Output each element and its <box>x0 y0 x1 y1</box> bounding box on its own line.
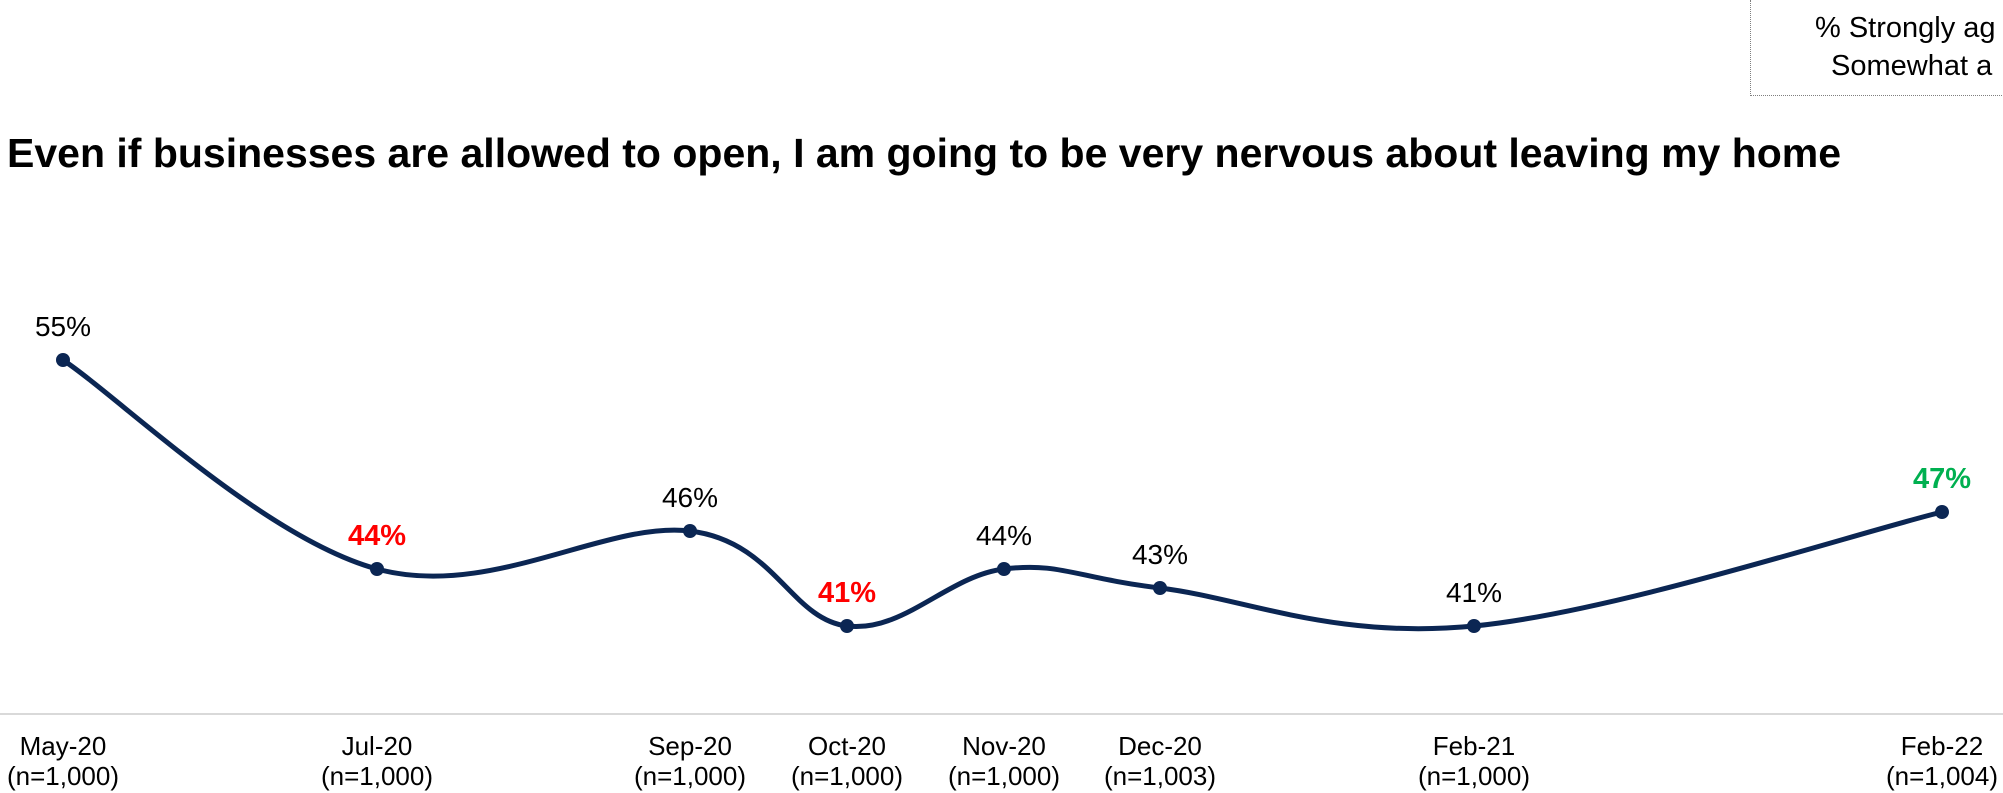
data-point <box>840 619 854 633</box>
data-point <box>1935 505 1949 519</box>
data-point <box>370 562 384 576</box>
data-point <box>997 562 1011 576</box>
sample-size-label: (n=1,003) <box>1104 761 1216 791</box>
legend-line-2: Somewhat a <box>1831 50 1993 82</box>
sample-size-label: (n=1,000) <box>7 761 119 791</box>
x-tick-label: Jul-20 <box>342 731 413 761</box>
x-tick-label: Oct-20 <box>808 731 886 761</box>
data-point <box>1153 581 1167 595</box>
data-label: 47% <box>1913 463 1971 495</box>
data-label: 44% <box>976 520 1032 551</box>
sample-size-label: (n=1,000) <box>948 761 1060 791</box>
data-label: 41% <box>1446 577 1502 608</box>
data-label: 55% <box>35 311 91 342</box>
x-tick-label: May-20 <box>20 731 107 761</box>
sample-size-label: (n=1,000) <box>634 761 746 791</box>
data-label: 41% <box>818 577 876 609</box>
sample-size-label: (n=1,000) <box>1418 761 1530 791</box>
legend-line-1: % Strongly ag <box>1815 12 1996 44</box>
data-point <box>1467 619 1481 633</box>
x-tick-label: Feb-21 <box>1433 731 1515 761</box>
legend-box: % Strongly ag Somewhat a <box>1750 0 2003 96</box>
chart-title: Even if businesses are allowed to open, … <box>7 130 1842 176</box>
x-tick-label: Sep-20 <box>648 731 732 761</box>
sample-size-label: (n=1,000) <box>791 761 903 791</box>
sample-size-label: (n=1,004) <box>1886 761 1998 791</box>
data-label: 46% <box>662 482 718 513</box>
x-tick-label: Feb-22 <box>1901 731 1983 761</box>
x-tick-label: Nov-20 <box>962 731 1046 761</box>
data-label: 43% <box>1132 539 1188 570</box>
data-label: 44% <box>348 520 406 552</box>
data-point <box>683 524 697 538</box>
data-point <box>56 353 70 367</box>
x-tick-label: Dec-20 <box>1118 731 1202 761</box>
series-line <box>61 357 1943 632</box>
sample-size-label: (n=1,000) <box>321 761 433 791</box>
